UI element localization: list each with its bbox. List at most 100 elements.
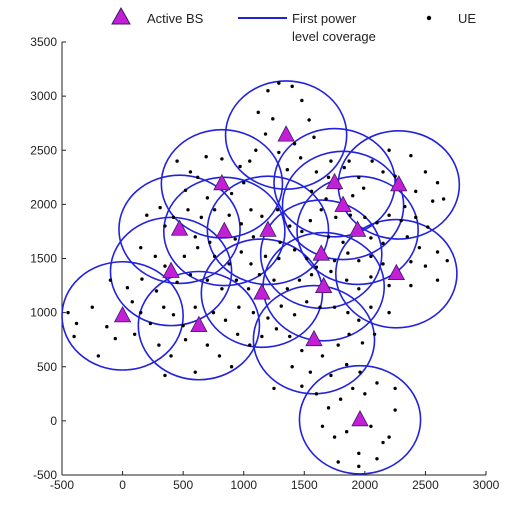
legend: Active BS First power level coverage UE xyxy=(111,6,476,44)
base-station-marker xyxy=(213,173,231,191)
ue-point xyxy=(263,132,268,136)
ue-point xyxy=(341,240,345,244)
ue-point xyxy=(342,165,346,170)
ue-point xyxy=(292,248,297,252)
ue-point xyxy=(90,305,94,309)
ue-point xyxy=(195,175,200,180)
ue-point xyxy=(326,175,331,180)
ue-point xyxy=(145,213,149,217)
ue-point xyxy=(375,221,379,225)
ue-point xyxy=(171,313,176,317)
coverage-circle xyxy=(160,128,284,239)
ue-point xyxy=(260,334,264,339)
ue-point xyxy=(300,348,304,353)
ue-point xyxy=(285,168,290,172)
ue-point xyxy=(423,170,428,174)
ue-point xyxy=(234,278,239,282)
ue-point xyxy=(357,258,361,263)
ue-point xyxy=(347,332,351,336)
ue-point xyxy=(248,159,252,163)
legend-label-ue: UE xyxy=(458,11,476,26)
ue-point xyxy=(105,324,109,329)
ue-point xyxy=(254,148,258,152)
ue-point xyxy=(290,365,294,369)
ue-point xyxy=(430,199,435,203)
ue-point xyxy=(288,224,292,228)
ue-point xyxy=(277,81,281,85)
base-station-markers xyxy=(113,125,408,427)
ue-point xyxy=(369,424,373,428)
x-tick-label: 2000 xyxy=(352,478,379,492)
ue-point xyxy=(211,310,216,315)
coverage-circle xyxy=(252,284,376,395)
ue-point xyxy=(205,278,210,282)
ue-point xyxy=(361,186,366,190)
x-tick-label: 1500 xyxy=(291,478,318,492)
ue-point xyxy=(256,110,260,115)
ue-point xyxy=(140,277,144,281)
ue-point xyxy=(300,384,304,388)
x-tick-label: -500 xyxy=(50,478,74,492)
ue-point xyxy=(260,214,264,218)
ue-point xyxy=(387,148,391,152)
ue-point xyxy=(334,215,338,220)
ue-point xyxy=(320,424,325,428)
ue-point xyxy=(251,235,256,239)
ue-point xyxy=(370,159,374,163)
ue-point xyxy=(381,170,385,174)
ue-point xyxy=(113,336,118,341)
legend-label-coverage-line2: level coverage xyxy=(292,29,376,44)
base-station-marker xyxy=(312,244,330,261)
legend-marker-dot xyxy=(426,15,432,21)
ue-point xyxy=(148,321,153,326)
base-station-marker xyxy=(348,220,367,237)
ue-point xyxy=(357,175,361,180)
ue-point xyxy=(229,365,234,369)
y-tick-label: 2500 xyxy=(30,143,57,157)
base-station-marker xyxy=(387,263,406,281)
ue-point xyxy=(372,332,377,336)
ue-point xyxy=(204,155,208,159)
ue-point xyxy=(153,254,157,259)
ue-point xyxy=(238,164,242,169)
base-station-marker xyxy=(215,221,233,238)
ue-point xyxy=(139,245,143,250)
base-station-marker xyxy=(351,409,369,427)
ue-point xyxy=(130,300,134,304)
ue-point xyxy=(347,159,351,163)
ue-point xyxy=(308,218,313,223)
coverage-circle xyxy=(109,216,233,327)
ue-point xyxy=(369,254,373,259)
ue-point xyxy=(169,354,173,358)
base-station-marker xyxy=(305,329,323,347)
ue-point xyxy=(309,189,314,194)
coverage-circles xyxy=(61,80,461,475)
ue-point xyxy=(157,343,161,347)
ue-point xyxy=(275,208,280,212)
ue-point xyxy=(257,273,262,277)
ue-point xyxy=(409,283,413,288)
coverage-circle xyxy=(200,238,324,349)
ue-point xyxy=(239,222,243,226)
ue-point xyxy=(220,287,224,291)
x-tick-label: 0 xyxy=(119,478,126,492)
x-tick-label: 2500 xyxy=(412,478,439,492)
ue-point xyxy=(329,159,333,163)
y-tick-label: 3000 xyxy=(30,89,57,103)
base-station-marker xyxy=(170,219,189,236)
ue-point xyxy=(292,313,297,317)
coverage-circle xyxy=(206,175,330,286)
ue-point xyxy=(208,240,212,244)
ue-point xyxy=(423,264,428,268)
ue-point xyxy=(183,337,188,342)
ue-point xyxy=(193,235,197,239)
ue-point xyxy=(223,318,228,322)
ue-point xyxy=(435,278,440,282)
ue-point xyxy=(272,278,276,282)
ue-point xyxy=(363,392,367,396)
coverage-circle xyxy=(298,364,422,475)
ue-point xyxy=(329,269,333,274)
ue-point xyxy=(212,208,217,212)
ue-point xyxy=(314,265,319,269)
base-station-marker xyxy=(277,125,295,142)
